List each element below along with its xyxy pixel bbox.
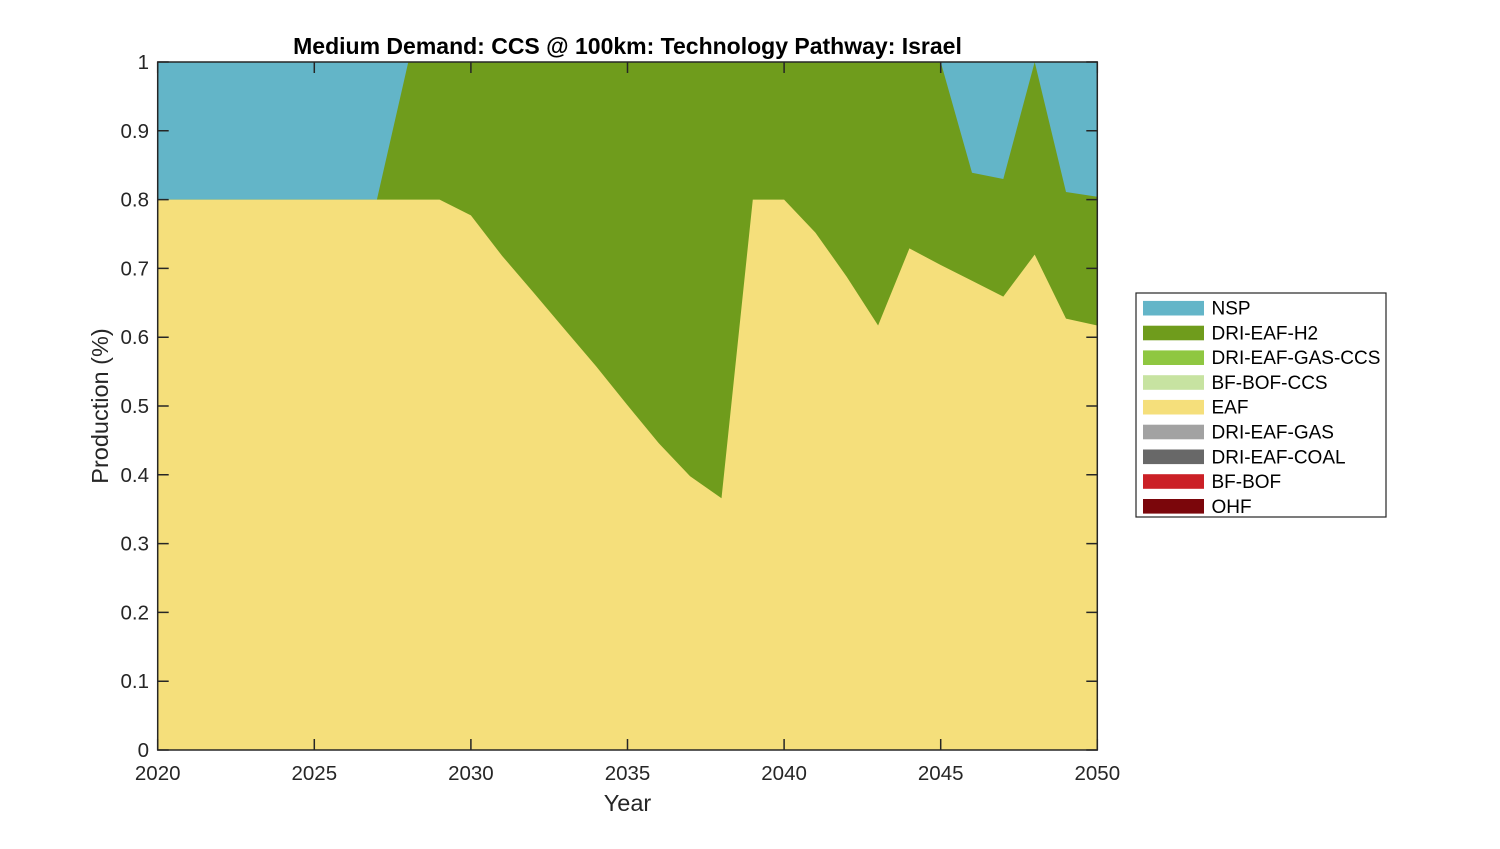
svg-text:2050: 2050 xyxy=(1074,762,1120,785)
svg-text:2035: 2035 xyxy=(605,762,651,785)
svg-text:2025: 2025 xyxy=(291,762,337,785)
svg-text:Production (%): Production (%) xyxy=(87,328,113,483)
svg-text:0.7: 0.7 xyxy=(121,257,150,280)
svg-text:DRI-EAF-COAL: DRI-EAF-COAL xyxy=(1212,447,1346,468)
svg-text:0.6: 0.6 xyxy=(121,326,150,349)
svg-text:NSP: NSP xyxy=(1212,299,1251,320)
svg-text:DRI-EAF-H2: DRI-EAF-H2 xyxy=(1212,324,1319,345)
svg-text:0: 0 xyxy=(138,739,149,762)
svg-text:EAF: EAF xyxy=(1212,398,1249,419)
svg-text:0.4: 0.4 xyxy=(121,464,150,487)
svg-text:1: 1 xyxy=(138,51,149,74)
svg-text:DRI-EAF-GAS: DRI-EAF-GAS xyxy=(1212,423,1334,444)
svg-text:0.2: 0.2 xyxy=(121,601,150,624)
svg-text:0.8: 0.8 xyxy=(121,189,150,212)
svg-text:0.3: 0.3 xyxy=(121,533,150,556)
svg-text:DRI-EAF-GAS-CCS: DRI-EAF-GAS-CCS xyxy=(1212,348,1381,369)
svg-text:2030: 2030 xyxy=(448,762,494,785)
svg-text:2020: 2020 xyxy=(135,762,181,785)
svg-text:0.9: 0.9 xyxy=(121,120,150,143)
svg-text:BF-BOF-CCS: BF-BOF-CCS xyxy=(1212,373,1328,394)
svg-text:BF-BOF: BF-BOF xyxy=(1212,472,1282,493)
svg-text:2040: 2040 xyxy=(761,762,807,785)
svg-text:Medium Demand: CCS @ 100km: Te: Medium Demand: CCS @ 100km: Technology P… xyxy=(293,33,962,59)
svg-text:0.5: 0.5 xyxy=(121,395,150,418)
svg-text:Year: Year xyxy=(604,790,652,816)
svg-text:2045: 2045 xyxy=(918,762,964,785)
svg-text:OHF: OHF xyxy=(1212,497,1252,518)
svg-text:0.1: 0.1 xyxy=(121,670,150,693)
